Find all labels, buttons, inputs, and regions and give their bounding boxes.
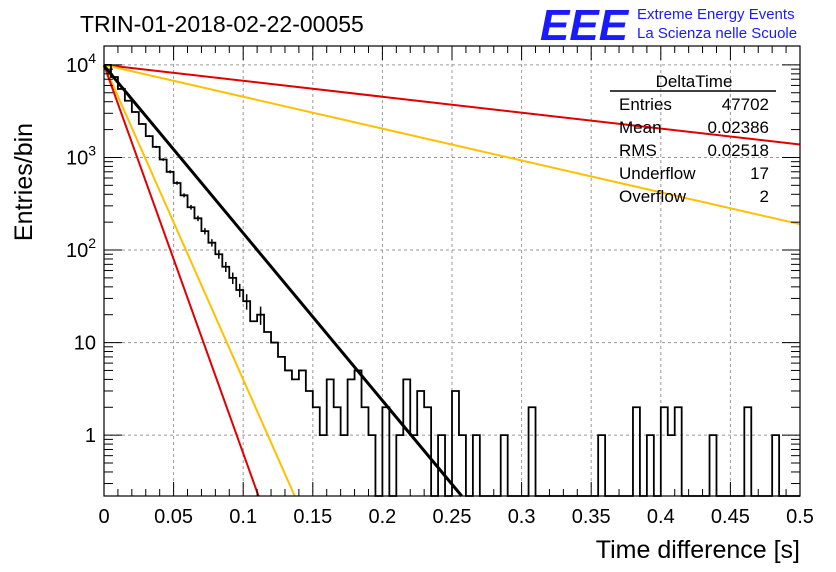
axes: 0 0.05 0.1 0.15 0.2 0.25 0.3 0.35 0.4 0.45 0.5 1 10 1…	[66, 46, 814, 528]
x-tick-label: 0.25	[433, 506, 472, 528]
x-tick-label: 0.35	[572, 506, 611, 528]
x-tick-label: 0	[98, 506, 109, 528]
grid	[104, 46, 800, 496]
stats-value-underflow: 17	[750, 164, 769, 183]
stats-title: DeltaTime	[656, 72, 733, 91]
yellow-reference-line	[103, 63, 801, 226]
x-tick-label: 0.5	[786, 506, 814, 528]
stats-label-entries: Entries	[619, 95, 672, 114]
stats-value-mean: 0.02386	[708, 118, 769, 137]
red-reference-line	[103, 64, 260, 497]
y-tick-label: 10	[74, 333, 96, 355]
stats-value-rms: 0.02518	[708, 141, 769, 160]
yellow-reference-line	[103, 64, 296, 497]
x-tick-label: 0.3	[508, 506, 536, 528]
x-tick-label: 0.15	[293, 506, 332, 528]
stats-value-overflow: 2	[760, 187, 769, 206]
x-tick-label: 0.2	[368, 506, 396, 528]
stats-label-rms: RMS	[619, 141, 657, 160]
stats-label-underflow: Underflow	[619, 164, 696, 183]
stats-value-entries: 47702	[722, 95, 769, 114]
stats-label-mean: Mean	[619, 118, 662, 137]
run-title: TRIN-01-2018-02-22-00055	[80, 11, 364, 37]
red-reference-line	[103, 63, 801, 146]
y-tick-label: 1	[85, 425, 96, 447]
y-tick-label: 104	[66, 50, 96, 77]
y-tick-label: 102	[66, 235, 96, 262]
fit-line	[102, 64, 463, 497]
y-tick-label: 103	[66, 142, 96, 169]
histogram-step	[104, 63, 800, 497]
stats-box: DeltaTime Entries 47702 Mean 0.02386 RMS…	[610, 72, 776, 206]
eee-logo: EEE	[540, 1, 630, 50]
x-tick-label: 0.1	[229, 506, 257, 528]
logo-line-2: La Scienza nelle Scuole	[637, 25, 797, 42]
y-axis-title: Entries/bin	[10, 123, 38, 241]
x-axis-title: Time difference [s]	[596, 536, 800, 564]
logo-line-1: Extreme Energy Events	[637, 6, 795, 23]
x-tick-label: 0.4	[647, 506, 675, 528]
x-tick-label: 0.45	[711, 506, 750, 528]
plot-area	[102, 63, 801, 497]
x-tick-label: 0.05	[154, 506, 193, 528]
stats-label-overflow: Overflow	[619, 187, 687, 206]
